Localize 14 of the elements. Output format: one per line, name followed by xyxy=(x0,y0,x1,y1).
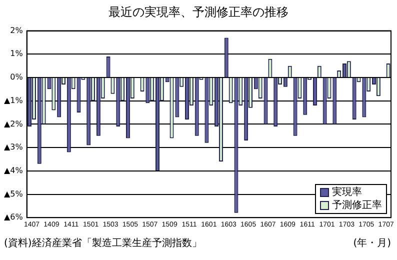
y-tick-label: 2% xyxy=(10,26,24,35)
text: (資料)経済産業省「製造工業生産予測指数」 xyxy=(4,236,202,250)
y-tick-label: ▲4% xyxy=(4,166,24,175)
chart-title: 最近の実現率、予測修正率の推移 xyxy=(108,4,290,21)
y-tick-label: ▲2% xyxy=(4,119,24,128)
x-axis-title: (年・月) xyxy=(353,237,391,250)
y-tick-label: ▲3% xyxy=(4,142,24,152)
y-tick-label: ▲6% xyxy=(4,212,24,222)
y-tick-label: ▲5% xyxy=(4,189,24,198)
legend-label: 予測修正率 xyxy=(332,198,382,212)
y-tick-label: 0% xyxy=(10,72,24,82)
y-tick-label: ▲1% xyxy=(4,96,24,105)
y-tick-label: 1% xyxy=(10,49,24,58)
legend-label: 実現率 xyxy=(332,186,362,199)
